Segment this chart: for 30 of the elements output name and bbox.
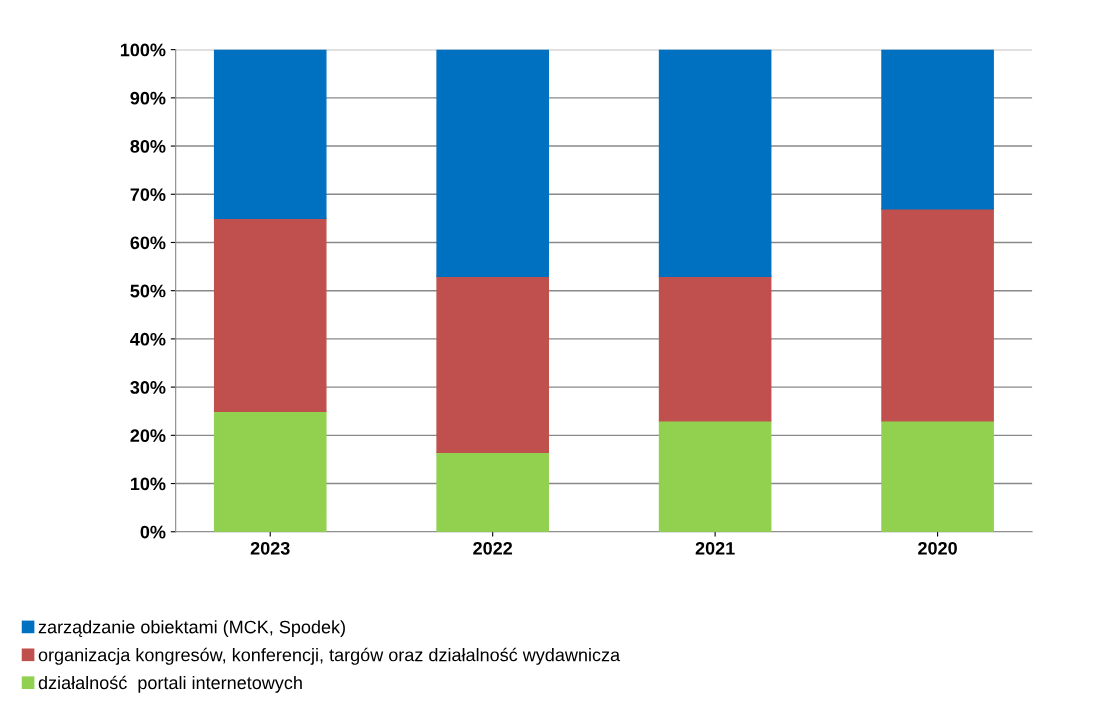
y-tick-label: 40% bbox=[130, 332, 166, 346]
bar bbox=[436, 49, 549, 277]
y-tick-label: 0% bbox=[140, 525, 166, 539]
x-tick-label: 2020 bbox=[918, 541, 957, 555]
y-tick-label: 70% bbox=[130, 188, 166, 201]
bar bbox=[213, 49, 327, 220]
bar bbox=[881, 420, 994, 532]
y-tick-label: 80% bbox=[130, 139, 166, 153]
legend-label: organizacja kongresów, konferencji, targów oraz działalność wydawnicza bbox=[38, 647, 621, 665]
y-tick-label: 30% bbox=[130, 381, 166, 394]
x-tick-label: 2021 bbox=[695, 541, 735, 555]
y-tick-label: 50% bbox=[130, 284, 166, 298]
bar bbox=[213, 217, 327, 412]
y-tick-label: 20% bbox=[130, 429, 166, 443]
bar bbox=[436, 451, 549, 532]
y-tick-label: 100% bbox=[120, 43, 166, 57]
bar bbox=[881, 208, 994, 422]
bar bbox=[213, 410, 327, 532]
legend-label: zarządzanie obiektami (MCK, Spodek) bbox=[38, 620, 345, 637]
y-tick-label: 10% bbox=[130, 477, 166, 491]
bar bbox=[658, 49, 772, 277]
bar bbox=[436, 275, 549, 453]
bar bbox=[658, 275, 772, 422]
x-tick-label: 2022 bbox=[473, 541, 513, 555]
y-tick-label: 60% bbox=[130, 236, 166, 250]
bar bbox=[658, 420, 772, 532]
y-tick-label: 90% bbox=[130, 91, 166, 105]
x-tick-label: 2023 bbox=[250, 541, 290, 555]
legend-label: działalność portali internetowych bbox=[38, 675, 302, 693]
bar bbox=[881, 49, 994, 210]
